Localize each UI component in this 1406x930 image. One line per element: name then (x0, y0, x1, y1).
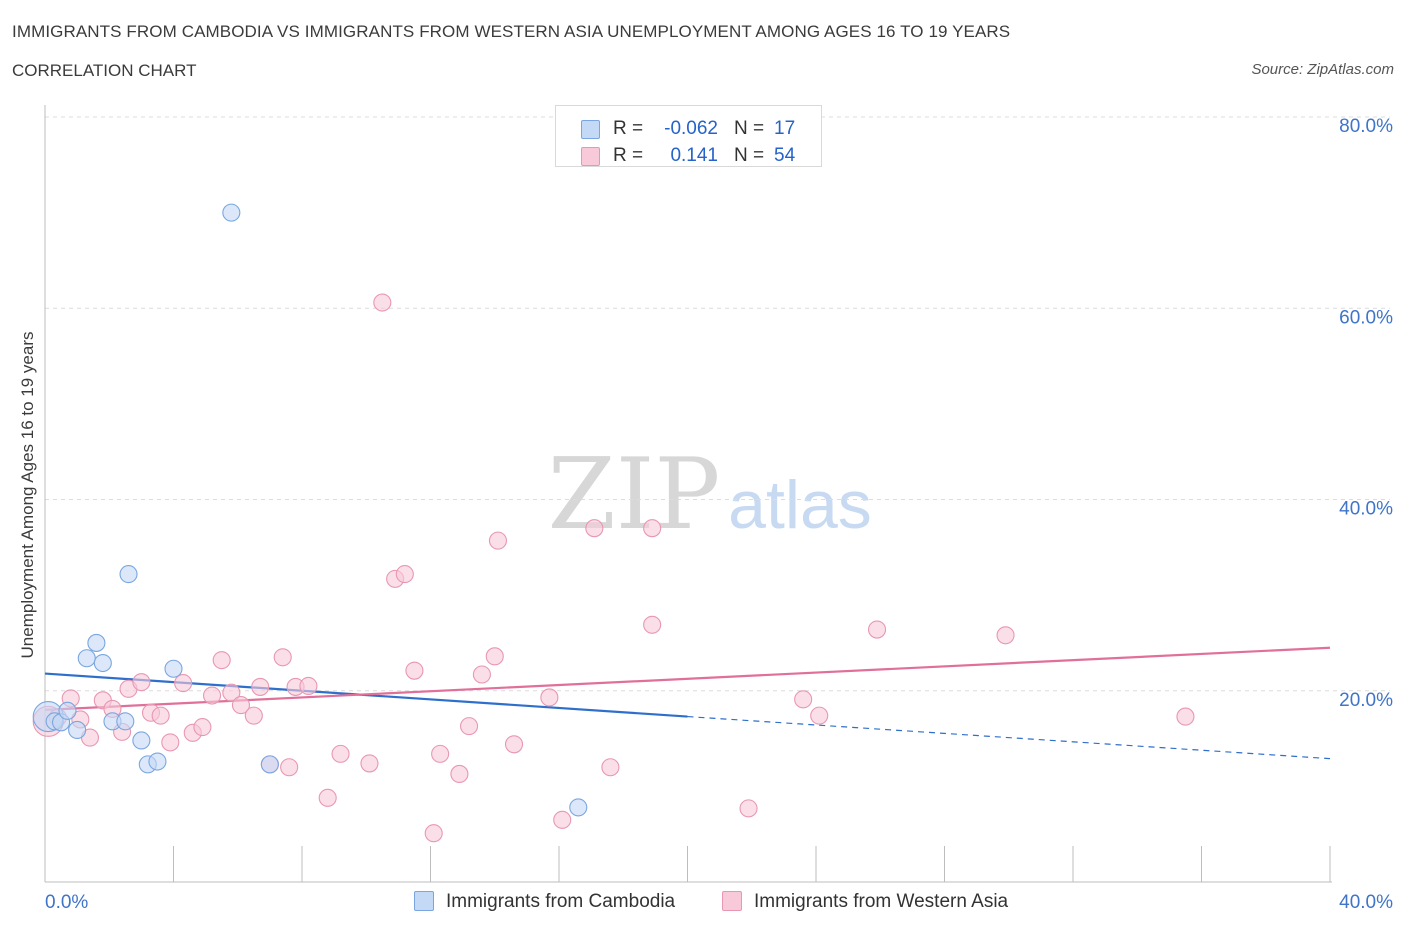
x-tick-label: 0.0% (45, 892, 88, 913)
y-tick-label: 20.0% (1339, 690, 1393, 711)
western-asia-point (231, 696, 251, 715)
western-asia-point (161, 733, 180, 752)
western-asia-point (553, 810, 572, 829)
y-tick-label: 80.0% (1339, 116, 1393, 137)
watermark: ZIP atlas (548, 438, 872, 552)
western-asia-point (867, 620, 887, 639)
western-asia-swatch (581, 147, 600, 166)
western-asia-point (504, 735, 524, 754)
source-credit: Source: ZipAtlas.com (1251, 61, 1394, 78)
western-asia-point (643, 615, 662, 634)
western-asia-point (395, 565, 414, 584)
n-label: N = (734, 145, 765, 166)
legend-swatch-cambodia (414, 891, 434, 911)
chart-title: IMMIGRANTS FROM CAMBODIA VS IMMIGRANTS F… (12, 22, 1011, 41)
western-asia-trend-line (44, 646, 1331, 711)
cambodia-point (68, 720, 87, 740)
western-asia-point (405, 661, 424, 680)
western-asia-point (424, 824, 443, 843)
western-asia-point (488, 531, 508, 550)
western-asia-point (132, 673, 151, 692)
chart-subtitle: CORRELATION CHART (12, 61, 197, 80)
r-value: 0.141 (670, 145, 718, 166)
y-tick-label: 40.0% (1339, 499, 1393, 520)
cambodia-swatch (581, 120, 600, 139)
correlation-stats-box: R = -0.062 N = 17 R = 0.141 N = 54 (555, 105, 822, 167)
western-asia-point (643, 519, 662, 538)
legend-swatch-western-asia (722, 891, 742, 911)
western-asia-point (996, 626, 1015, 645)
cambodia-point (164, 659, 183, 678)
western-asia-point (273, 648, 292, 667)
western-asia-point (331, 744, 350, 763)
cambodia-point (87, 633, 106, 652)
cambodia-point (222, 203, 241, 222)
western-asia-point (739, 799, 758, 818)
watermark-atlas: atlas (728, 467, 872, 543)
western-asia-point (431, 744, 450, 763)
western-asia-point (280, 758, 299, 777)
western-asia-point (540, 688, 559, 707)
western-asia-point (318, 788, 337, 807)
western-asia-point (203, 686, 222, 705)
western-asia-point (251, 677, 270, 696)
cambodia-point (116, 712, 135, 731)
cambodia-point (148, 752, 167, 771)
axes (44, 105, 1332, 883)
western-asia-point (601, 758, 620, 777)
watermark-zip: ZIP (548, 438, 721, 552)
western-asia-point (459, 717, 479, 736)
stats-row-cambodia: R = -0.062 N = 17 (556, 115, 821, 143)
x-tick-label: 40.0% (1339, 892, 1393, 913)
western-asia-point (212, 651, 231, 670)
western-asia-point (472, 665, 491, 684)
r-label: R = (613, 118, 644, 139)
cambodia-point (93, 653, 112, 673)
cambodia-point (569, 798, 588, 817)
cambodia-point (77, 649, 96, 668)
western-asia-point (222, 683, 241, 702)
legend-label-western-asia: Immigrants from Western Asia (754, 891, 1009, 912)
trend-lines (44, 646, 1331, 760)
grid (45, 116, 1390, 692)
r-value: -0.062 (664, 118, 718, 139)
y-axis-label: Unemployment Among Ages 16 to 19 years (18, 331, 37, 659)
western-asia-point (299, 676, 318, 696)
n-value: 54 (774, 145, 796, 166)
western-asia-point (360, 754, 379, 773)
legend-label-cambodia: Immigrants from Cambodia (446, 891, 676, 912)
tick-labels: 20.0% 40.0% 60.0% 80.0% 0.0% 40.0% (45, 116, 1393, 913)
western-asia-point (244, 706, 263, 725)
western-asia-point (585, 519, 604, 538)
western-asia-point (151, 706, 170, 725)
western-asia-point (810, 706, 829, 725)
western-asia-point (1176, 707, 1195, 726)
cambodia-trend-extension (687, 715, 1331, 760)
cambodia-point (119, 565, 138, 584)
western-asia-point (193, 718, 212, 737)
western-asia-point (485, 647, 504, 666)
legend: Immigrants from Cambodia Immigrants from… (0, 889, 1406, 915)
cambodia-point (58, 701, 77, 720)
cambodia-point (132, 731, 151, 750)
western-asia-point (174, 674, 193, 693)
n-label: N = (734, 118, 765, 139)
stats-row-western-asia: R = 0.141 N = 54 (556, 142, 821, 170)
western-asia-point (450, 764, 469, 783)
r-label: R = (613, 145, 644, 166)
y-tick-label: 60.0% (1339, 307, 1393, 328)
data-points (32, 203, 1195, 843)
cambodia-point (260, 755, 279, 774)
western-asia-point (373, 293, 392, 312)
western-asia-point (794, 690, 813, 709)
n-value: 17 (774, 118, 796, 139)
